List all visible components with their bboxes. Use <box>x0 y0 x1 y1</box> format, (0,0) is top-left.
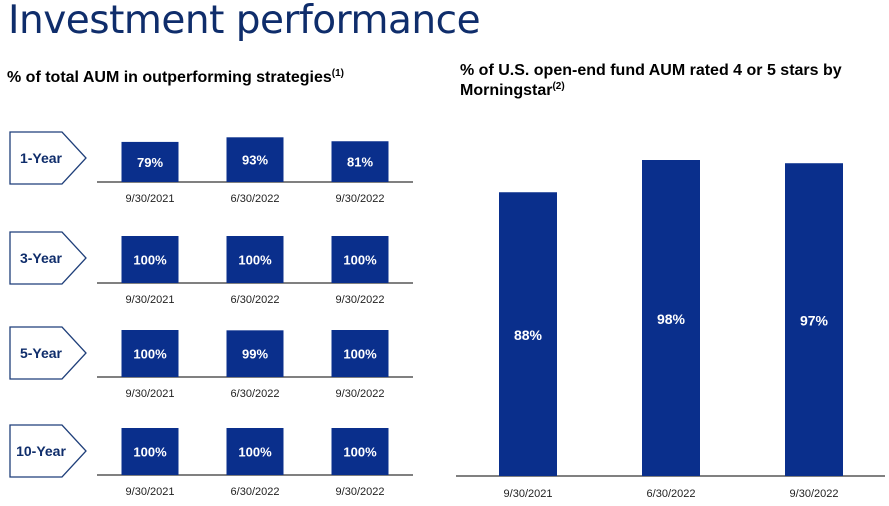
bar-1-year-2 <box>226 137 284 182</box>
data-label-morningstar-3: 97% <box>800 313 829 329</box>
right-subtitle-text: % of U.S. open-end fund AUM rated 4 or 5… <box>460 62 842 99</box>
x-tick-label-10-year-1: 9/30/2021 <box>126 486 175 498</box>
data-label-10-year-3: 100% <box>343 445 377 460</box>
bar-3-year-1 <box>121 236 179 283</box>
bar-5-year-1 <box>121 330 179 377</box>
data-label-10-year-1: 100% <box>133 445 167 460</box>
bar-3-year-2 <box>226 236 284 283</box>
bar-5-year-2 <box>226 330 284 377</box>
period-tag-label-10-year: 10-Year <box>16 443 66 459</box>
period-tag-label-3-year: 3-Year <box>20 250 63 266</box>
data-label-5-year-1: 100% <box>133 347 167 362</box>
x-tick-label-morningstar-1: 9/30/2021 <box>504 488 553 500</box>
period-tag-label-5-year: 5-Year <box>20 345 63 361</box>
period-tag-3-year <box>9 231 87 285</box>
data-label-3-year-2: 100% <box>238 253 272 268</box>
bar-morningstar-1 <box>499 192 557 476</box>
page-title: Investment performance <box>8 0 481 43</box>
bar-1-year-1 <box>121 141 179 182</box>
left-subtitle: % of total AUM in outperforming strategi… <box>7 69 344 87</box>
bar-3-year-3 <box>331 236 389 283</box>
bar-1-year-3 <box>331 141 389 182</box>
x-tick-label-3-year-3: 9/30/2022 <box>336 294 385 306</box>
x-tick-label-5-year-2: 6/30/2022 <box>231 388 280 400</box>
data-label-1-year-3: 81% <box>347 155 373 170</box>
bar-10-year-3 <box>331 428 389 475</box>
period-tag-10-year <box>9 424 87 478</box>
data-label-3-year-3: 100% <box>343 253 377 268</box>
x-tick-label-5-year-1: 9/30/2021 <box>126 388 175 400</box>
left-subtitle-footnote: (1) <box>331 68 344 79</box>
data-label-morningstar-1: 88% <box>514 327 543 343</box>
x-tick-label-1-year-2: 6/30/2022 <box>231 193 280 205</box>
x-tick-label-1-year-1: 9/30/2021 <box>126 193 175 205</box>
x-tick-label-10-year-3: 9/30/2022 <box>336 486 385 498</box>
right-subtitle-footnote: (2) <box>552 81 565 92</box>
data-label-10-year-2: 100% <box>238 445 272 460</box>
x-tick-label-morningstar-3: 9/30/2022 <box>790 488 839 500</box>
x-tick-label-morningstar-2: 6/30/2022 <box>647 488 696 500</box>
data-label-1-year-1: 79% <box>137 155 163 170</box>
right-subtitle: % of U.S. open-end fund AUM rated 4 or 5… <box>460 61 880 101</box>
data-label-5-year-3: 100% <box>343 347 377 362</box>
bar-5-year-3 <box>331 330 389 377</box>
period-tag-1-year <box>9 131 87 185</box>
x-tick-label-10-year-2: 6/30/2022 <box>231 486 280 498</box>
data-label-3-year-1: 100% <box>133 253 167 268</box>
x-tick-label-3-year-2: 6/30/2022 <box>231 294 280 306</box>
data-label-1-year-2: 93% <box>242 153 268 168</box>
x-tick-label-3-year-1: 9/30/2021 <box>126 294 175 306</box>
bar-morningstar-2 <box>642 160 700 476</box>
period-tag-5-year <box>9 326 87 380</box>
x-tick-label-5-year-3: 9/30/2022 <box>336 388 385 400</box>
x-tick-label-1-year-3: 9/30/2022 <box>336 193 385 205</box>
left-subtitle-text: % of total AUM in outperforming strategi… <box>7 69 332 86</box>
data-label-5-year-2: 99% <box>242 347 268 362</box>
data-label-morningstar-2: 98% <box>657 311 686 327</box>
period-tag-label-1-year: 1-Year <box>20 150 63 166</box>
bar-morningstar-3 <box>785 163 843 476</box>
bar-10-year-2 <box>226 428 284 475</box>
bar-10-year-1 <box>121 428 179 475</box>
